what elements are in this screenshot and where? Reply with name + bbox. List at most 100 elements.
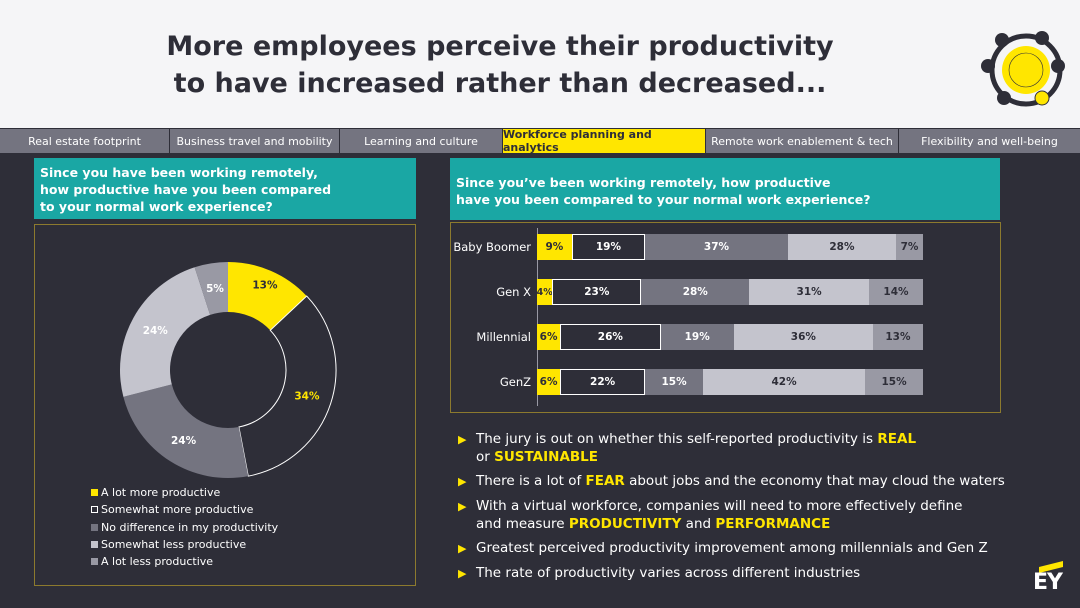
legend-item-a-lot-more: A lot more productive <box>91 484 278 501</box>
legend-swatch <box>91 541 98 549</box>
ey-logo-text: EY <box>1033 570 1063 595</box>
seg-somewhat-less: 42% <box>702 369 866 395</box>
key-findings: ▶ The jury is out on whether this self-re… <box>458 430 1058 589</box>
title-line-1: More employees perceive their productivi… <box>166 31 834 62</box>
bullet-text-run: With a virtual workforce, companies will… <box>476 498 963 514</box>
seg-a-lot-less: 15% <box>865 369 923 395</box>
seg-a-lot-less: 13% <box>872 324 923 350</box>
bullet-arrow-icon: ▶ <box>458 433 467 446</box>
right-question-box: Since you’ve been working remotely, how … <box>450 158 1000 220</box>
tab-learning-culture[interactable]: Learning and culture <box>340 129 503 153</box>
seg-no-difference: 28% <box>641 279 750 305</box>
slice-data-label: 24% <box>171 435 197 447</box>
seg-no-difference: 19% <box>660 324 734 350</box>
left-question-line-3: to your normal work experience? <box>40 199 273 214</box>
bullet-text-run: The rate of productivity varies across d… <box>476 565 861 581</box>
highlight-keyword: SUSTAINABLE <box>494 449 599 465</box>
left-question-line-1: Since you have been working remotely, <box>40 165 318 180</box>
legend-item-somewhat-less: Somewhat less productive <box>91 536 278 553</box>
highlight-keyword: FEAR <box>585 473 625 489</box>
seg-somewhat-more: 22% <box>560 369 646 395</box>
bar-category-label: Baby Boomer <box>453 240 531 254</box>
legend-swatch <box>91 506 98 514</box>
bullet-item: ▶ Greatest perceived productivity improve… <box>458 539 1058 558</box>
bullet-arrow-icon: ▶ <box>458 500 467 513</box>
slice-data-label: 34% <box>294 391 320 403</box>
legend-swatch <box>91 558 98 566</box>
bar-category-label: Gen X <box>496 285 531 299</box>
legend-item-somewhat-more: Somewhat more productive <box>91 501 278 518</box>
legend-swatch <box>91 523 98 531</box>
bullet-text-run: and <box>681 516 716 532</box>
slice-a-lot-less <box>194 262 228 315</box>
bullet-text-run: The jury is out on whether this self-rep… <box>476 431 878 447</box>
bullet-item: ▶ There is a lot of FEAR about jobs and t… <box>458 472 1058 491</box>
bullet-text-run: about jobs and the economy that may clou… <box>624 473 1005 489</box>
bullet-text-run: or <box>476 449 495 465</box>
bullet-text: Greatest perceived productivity improvem… <box>476 539 988 558</box>
bullet-text: There is a lot of FEAR about jobs and th… <box>476 472 1005 491</box>
header: More employees perceive their productivi… <box>0 0 1080 128</box>
left-question-box: Since you have been working remotely, ho… <box>34 158 416 219</box>
bar-category-label: GenZ <box>499 375 531 389</box>
donut-legend: A lot more productive Somewhat more prod… <box>91 484 278 570</box>
legend-label: A lot less productive <box>101 555 214 569</box>
tab-remote-work[interactable]: Remote work enablement & tech <box>706 129 899 153</box>
legend-label: No difference in my productivity <box>101 520 279 534</box>
right-question-line-1: Since you’ve been working remotely, how … <box>456 175 831 190</box>
seg-a-lot-more: 4% <box>537 279 553 305</box>
seg-somewhat-less: 36% <box>733 324 873 350</box>
seg-a-lot-more: 9% <box>537 234 572 260</box>
bullet-text: The rate of productivity varies across d… <box>476 564 860 583</box>
seg-a-lot-less: 14% <box>868 279 923 305</box>
slice-data-label: 5% <box>206 283 224 295</box>
bullet-arrow-icon: ▶ <box>458 475 467 488</box>
slice-a-lot-more <box>228 262 307 331</box>
highlight-keyword: PERFORMANCE <box>715 516 831 532</box>
bullet-item: ▶ The jury is out on whether this self-re… <box>458 430 1058 466</box>
seg-somewhat-more: 26% <box>560 324 661 350</box>
seg-somewhat-less: 31% <box>749 279 869 305</box>
seg-no-difference: 37% <box>645 234 788 260</box>
bullet-text-run: and measure <box>476 516 569 532</box>
page-title: More employees perceive their productivi… <box>140 28 860 102</box>
title-line-2: to have increased rather than decreased.… <box>173 68 827 99</box>
donut-panel <box>34 224 416 586</box>
seg-somewhat-less: 28% <box>787 234 896 260</box>
legend-item-a-lot-less: A lot less productive <box>91 553 278 570</box>
bullet-item: ▶ The rate of productivity varies across … <box>458 564 1058 583</box>
tab-flexibility[interactable]: Flexibility and well-being <box>899 129 1080 153</box>
slice-somewhat-more <box>238 295 337 477</box>
bar-category-label: Millennial <box>476 330 531 344</box>
legend-label: Somewhat less productive <box>101 538 247 552</box>
bullet-text-run: Greatest perceived productivity improvem… <box>476 540 988 556</box>
seg-somewhat-more: 23% <box>552 279 642 305</box>
right-question-line-2: have you been compared to your normal wo… <box>456 192 871 207</box>
donut-chart: 13% 34% 24% 24% 5% <box>120 262 337 478</box>
tab-bar: Real estate footprint Business travel an… <box>0 128 1080 154</box>
highlight-keyword: PRODUCTIVITY <box>568 516 682 532</box>
bullet-text: The jury is out on whether this self-rep… <box>476 430 916 466</box>
tab-real-estate[interactable]: Real estate footprint <box>0 129 170 153</box>
legend-item-no-difference: No difference in my productivity <box>91 519 278 536</box>
legend-label: A lot more productive <box>101 486 221 500</box>
seg-somewhat-more: 19% <box>571 234 646 260</box>
cycle-diagram-icon <box>981 31 1065 107</box>
legend-swatch <box>91 489 98 497</box>
seg-a-lot-less: 7% <box>895 234 923 260</box>
bullet-text: With a virtual workforce, companies will… <box>476 497 962 533</box>
slice-somewhat-less <box>120 267 211 397</box>
left-question-line-2: how productive have you been compared <box>40 182 332 197</box>
slice-data-label: 13% <box>252 280 278 292</box>
bar-panel <box>450 222 1001 413</box>
bullet-arrow-icon: ▶ <box>458 567 467 580</box>
slice-data-label: 24% <box>143 325 169 337</box>
bullet-item: ▶ With a virtual workforce, companies wil… <box>458 497 1058 533</box>
stacked-bar-chart: Baby Boomer 9% 19% 37% 28% 7% Gen X 4% 23% 28% 31%… <box>450 222 1001 413</box>
ey-logo: EY <box>1031 561 1067 596</box>
bullet-arrow-icon: ▶ <box>458 542 467 555</box>
tab-business-travel[interactable]: Business travel and mobility <box>170 129 340 153</box>
seg-a-lot-more: 6% <box>537 369 561 395</box>
legend-label: Somewhat more productive <box>101 503 254 517</box>
tab-workforce-planning[interactable]: Workforce planning and analytics <box>503 128 706 154</box>
